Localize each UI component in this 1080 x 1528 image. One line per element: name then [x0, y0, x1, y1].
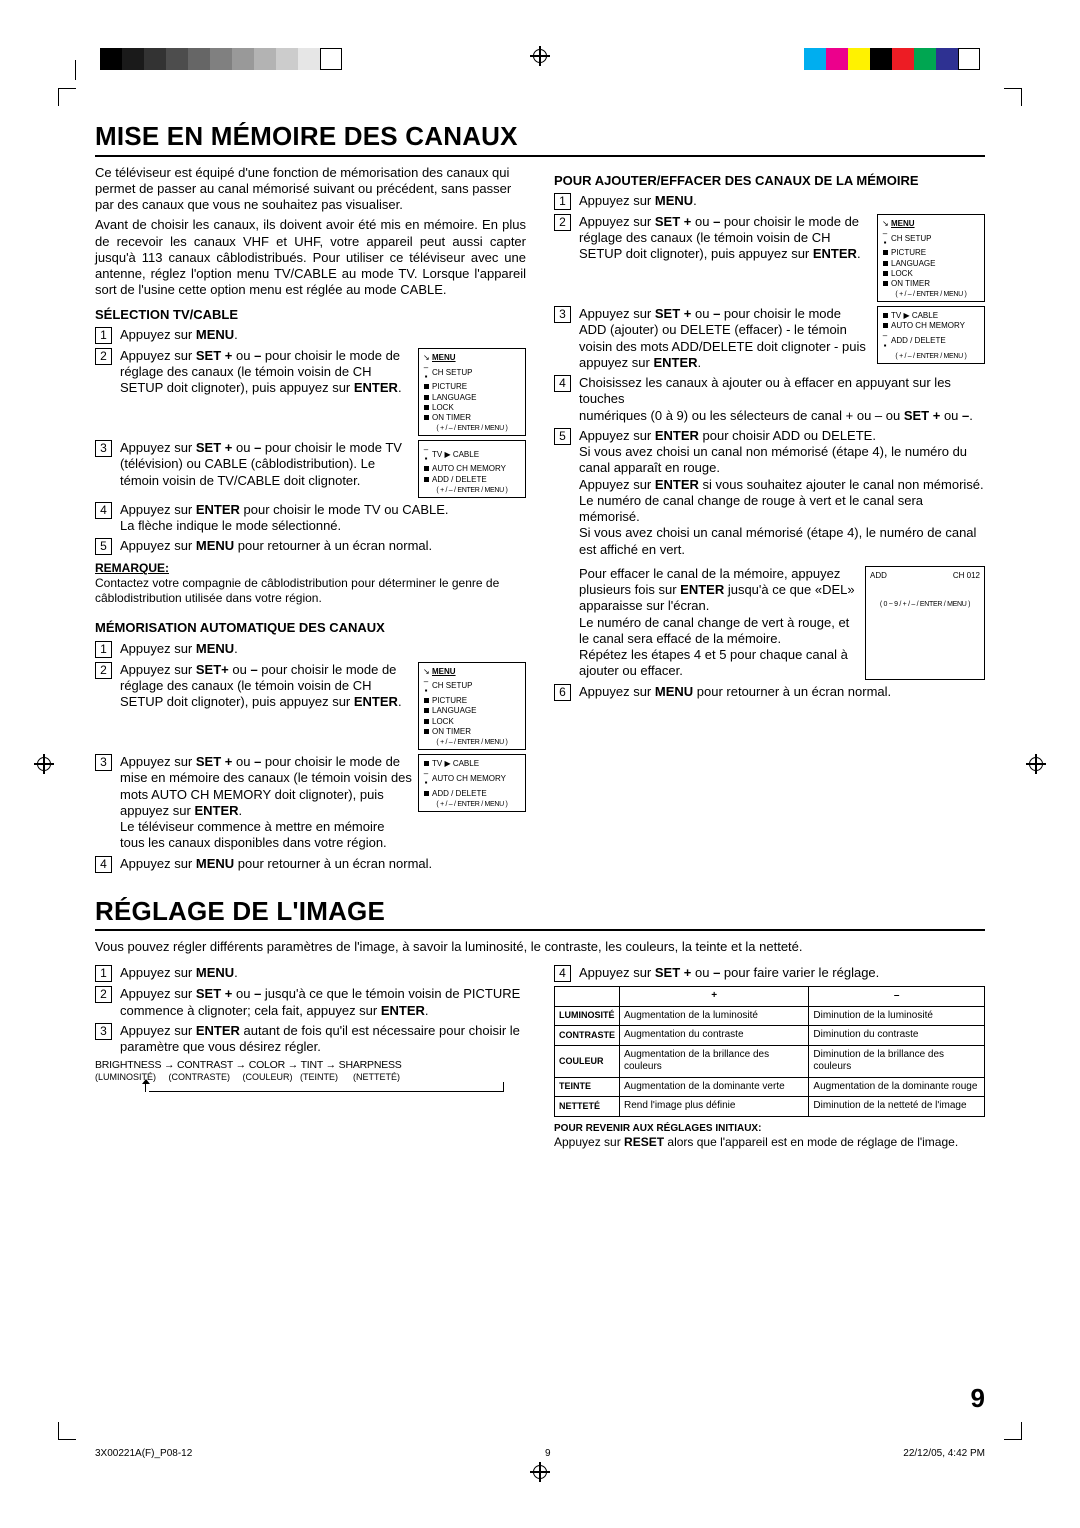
auto-step2: 2 Appuyez sur SET+ ou – pour choisir le …	[95, 662, 526, 750]
step-number: 3	[95, 1023, 112, 1040]
section2-left-col: 1 Appuyez sur MENU. 2 Appuyez sur SET + …	[95, 961, 526, 1154]
auto-heading: MÉMORISATION AUTOMATIQUE DES CANAUX	[95, 620, 526, 636]
crop-top-left	[58, 88, 76, 106]
step-number: 4	[554, 375, 571, 392]
footer-right: 22/12/05, 4:42 PM	[903, 1448, 985, 1461]
osd-menu-main-3: ↘MENU – ▪CH SETUP PICTURE LANGUAGE LOCK …	[877, 214, 985, 302]
tvcable-step3: 3 Appuyez sur SET + ou – pour choisir le…	[95, 440, 526, 498]
greyscale-swatches	[100, 48, 342, 70]
img-step3: 3 Appuyez sur ENTER autant de fois qu'il…	[95, 1023, 526, 1056]
crop-bottom-left	[58, 1422, 76, 1440]
crop-bottom-right	[1004, 1422, 1022, 1440]
reset-text: Appuyez sur RESET alors que l'appareil e…	[554, 1135, 985, 1150]
tvcable-step4: 4 Appuyez sur ENTER pour choisir le mode…	[95, 502, 526, 535]
tvcable-heading: SÉLECTION TV/CABLE	[95, 307, 526, 323]
intro-p1: Ce téléviseur est équipé d'une fonction …	[95, 165, 526, 214]
step-number: 4	[95, 502, 112, 519]
step-number: 6	[554, 684, 571, 701]
adjustment-table: + – LUMINOSITÉAugmentation de la luminos…	[554, 986, 985, 1117]
note-text: Contactez votre compagnie de câblodistri…	[95, 576, 526, 606]
page-number: 9	[971, 1382, 985, 1415]
footer-mid: 9	[545, 1448, 551, 1461]
footer-meta: 3X00221A(F)_P08-12 9 22/12/05, 4:42 PM	[95, 1448, 985, 1461]
auto-step1: 1 Appuyez sur MENU.	[95, 641, 526, 658]
auto-step4: 4 Appuyez sur MENU pour retourner à un é…	[95, 856, 526, 873]
adddel-step6: 6 Appuyez sur MENU pour retourner à un é…	[554, 684, 985, 701]
crop-top-right	[1004, 88, 1022, 106]
adddel-step2: 2 Appuyez sur SET + ou – pour choisir le…	[554, 214, 985, 302]
step-number: 3	[554, 306, 571, 323]
section1-right-col: POUR AJOUTER/EFFACER DES CANAUX DE LA MÉ…	[554, 165, 985, 877]
osd-menu-main-2: ↘MENU – ▪CH SETUP PICTURE LANGUAGE LOCK …	[418, 662, 526, 750]
step-number: 1	[95, 641, 112, 658]
registration-mark-bottom	[530, 1462, 550, 1482]
return-arrow-icon	[95, 1082, 526, 1096]
intro-p2: Avant de choisir les canaux, ils doivent…	[95, 217, 526, 298]
step-number: 2	[95, 348, 112, 365]
step-number: 2	[95, 986, 112, 1003]
step-number: 2	[95, 662, 112, 679]
osd-menu-chsetup-2: TV ▶ CABLE – ▪AUTO CH MEMORY ADD / DELET…	[418, 754, 526, 812]
section1-left-col: Ce téléviseur est équipé d'une fonction …	[95, 165, 526, 877]
auto-step3: 3 Appuyez sur SET + ou – pour choisir le…	[95, 754, 526, 852]
tvcable-step5: 5 Appuyez sur MENU pour retourner à un é…	[95, 538, 526, 555]
registration-mark-right	[1026, 754, 1046, 774]
section1-title: MISE EN MÉMOIRE DES CANAUX	[95, 120, 985, 157]
adddel-step5: 5 Appuyez sur ENTER pour choisir ADD ou …	[554, 428, 985, 680]
step-number: 1	[554, 193, 571, 210]
registration-mark-left	[34, 754, 54, 774]
tvcable-step2: 2 Appuyez sur SET + ou – pour choisir le…	[95, 348, 526, 436]
img-step1: 1 Appuyez sur MENU.	[95, 965, 526, 982]
color-swatches	[804, 48, 980, 70]
osd-menu-chsetup: – ▪TV ▶ CABLE AUTO CH MEMORY ADD / DELET…	[418, 440, 526, 498]
tvcable-step1: 1 Appuyez sur MENU.	[95, 327, 526, 344]
registration-mark-top	[530, 46, 550, 66]
crop-top-left-tick	[75, 60, 76, 80]
adddel-heading: POUR AJOUTER/EFFACER DES CANAUX DE LA MÉ…	[554, 173, 985, 189]
step-number: 1	[95, 327, 112, 344]
osd-menu-adddelete: ADDCH 012 ( 0 ~ 9 / + / – / ENTER / MENU…	[865, 566, 985, 680]
adddel-step4: 4 Choisissez les canaux à ajouter ou à e…	[554, 375, 985, 424]
step-number: 3	[95, 754, 112, 771]
section2-intro: Vous pouvez régler différents paramètres…	[95, 939, 985, 955]
reset-label: POUR REVENIR AUX RÉGLAGES INITIAUX:	[554, 1123, 985, 1136]
osd-menu-main: ↘MENU – ▪CH SETUP PICTURE LANGUAGE LOCK …	[418, 348, 526, 436]
step-number: 4	[554, 965, 571, 982]
img-step2: 2 Appuyez sur SET + ou – jusqu'à ce que …	[95, 986, 526, 1019]
note-label: REMARQUE:	[95, 561, 526, 576]
step-number: 2	[554, 214, 571, 231]
adddel-step3: 3 Appuyez sur SET + ou – pour choisir le…	[554, 306, 985, 371]
step-number: 1	[95, 965, 112, 982]
footer-left: 3X00221A(F)_P08-12	[95, 1448, 192, 1461]
step-number: 3	[95, 440, 112, 457]
img-step4: 4 Appuyez sur SET + ou – pour faire vari…	[554, 965, 985, 982]
adddel-step1: 1 Appuyez sur MENU.	[554, 193, 985, 210]
section2-title: RÉGLAGE DE L'IMAGE	[95, 895, 985, 932]
step-number: 5	[554, 428, 571, 445]
section2-right-col: 4 Appuyez sur SET + ou – pour faire vari…	[554, 961, 985, 1154]
step-number: 4	[95, 856, 112, 873]
param-sequence: BRIGHTNESS → CONTRAST → COLOR → TINT → S…	[95, 1059, 526, 1072]
step-number: 5	[95, 538, 112, 555]
osd-menu-chsetup-3: TV ▶ CABLE AUTO CH MEMORY – ▪ADD / DELET…	[877, 306, 985, 364]
